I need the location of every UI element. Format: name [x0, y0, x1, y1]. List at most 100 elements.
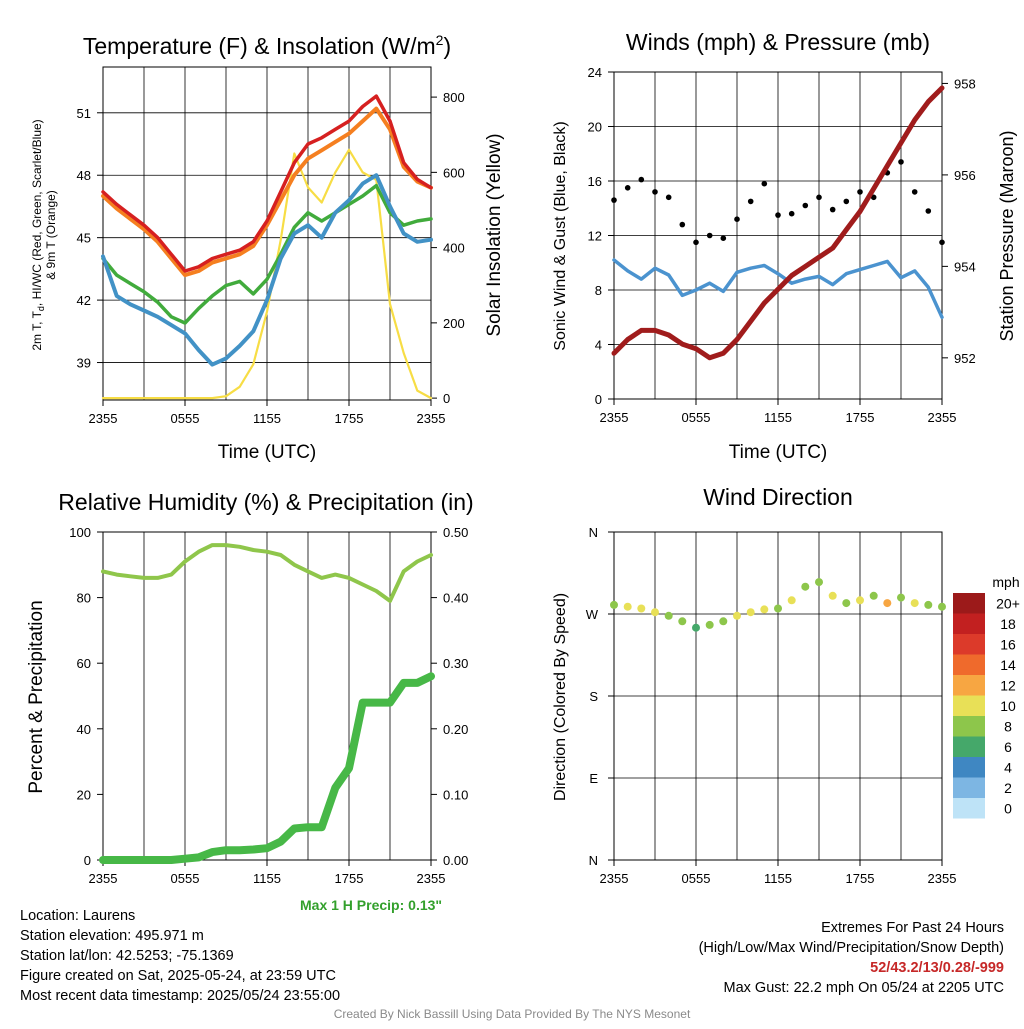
temp-2m-line	[101, 94, 433, 273]
dir-y-tick-label: N	[589, 853, 598, 868]
dir-y-tick-label: S	[589, 689, 598, 704]
temp-ylabel-line2: & 9m T (Orange)	[44, 190, 58, 280]
plot-layer: 2355 0555 1155 1755 235539424548510200400600…	[69, 65, 1020, 886]
rh-y-tick-label: 20	[77, 787, 91, 802]
gust-point	[665, 194, 672, 201]
direction-point	[733, 611, 741, 620]
precip-line	[99, 672, 435, 864]
gust-point	[693, 239, 699, 246]
temp-x-tick-label: 2355	[417, 411, 446, 426]
gust-point	[816, 194, 822, 201]
gust-point	[939, 239, 945, 246]
legend-swatch	[953, 613, 985, 634]
extremes-subtitle: (High/Low/Max Wind/Precipitation/Snow De…	[698, 940, 1004, 956]
direction-point	[692, 623, 700, 632]
direction-point	[719, 617, 728, 626]
dir-y-tick-label: N	[589, 525, 598, 540]
gust-point	[925, 208, 932, 214]
direction-point	[637, 604, 646, 613]
temp-y2-tick-label: 600	[443, 165, 465, 180]
rh-ylabel: Percent & Precipitation	[26, 600, 47, 793]
legend-swatch	[953, 695, 985, 716]
gust-point	[857, 189, 863, 195]
temp-x-tick-label: 1755	[335, 411, 364, 426]
dir-y-tick-label: W	[586, 607, 599, 622]
legend-swatch	[953, 736, 985, 757]
legend-label: 0	[1004, 800, 1012, 816]
dir-y-tick-label: E	[589, 771, 598, 786]
direction-point	[678, 617, 687, 626]
temp-y-tick-label: 39	[77, 356, 91, 371]
wind-y-tick-label: 20	[588, 120, 602, 135]
temp-x-tick-label: 1155	[253, 411, 281, 426]
direction-point	[705, 620, 714, 629]
gust-point	[761, 180, 768, 187]
direction-point	[623, 602, 632, 611]
temp-y2label: Solar Insolation (Yellow)	[484, 133, 505, 336]
rh-y-tick-label: 0	[84, 853, 91, 868]
latlon-text: Station lat/lon: 42.5253; -75.1369	[20, 948, 234, 964]
direction-point	[774, 604, 782, 613]
wind-y-tick-label: 8	[595, 283, 602, 298]
temp-9m-line	[101, 106, 433, 278]
station-info: Location: Laurens Station elevation: 495…	[20, 906, 340, 1006]
direction-point	[828, 591, 837, 600]
rh-x-tick-label: 1755	[335, 871, 364, 886]
elevation-text: Station elevation: 495.971 m	[20, 928, 204, 944]
temp-ylabel: 2m T, Td, HI/WC (Red, Green, Scarlet/Blu…	[30, 119, 46, 350]
temp-x-tick-label: 2355	[89, 411, 118, 426]
max-gust-text: Max Gust: 22.2 mph On 05/24 at 2205 UTC	[723, 980, 1004, 996]
direction-point	[897, 593, 905, 602]
direction-point	[651, 608, 659, 617]
wind-speed-line	[612, 258, 944, 320]
direction-point	[924, 600, 933, 609]
gust-point	[775, 212, 781, 218]
wind-y-tick-label: 4	[595, 338, 602, 353]
dir-x-tick-label: 0555	[682, 871, 711, 886]
rh-x-tick-label: 2355	[89, 871, 118, 886]
wind-y2label: Station Pressure (Maroon)	[997, 130, 1017, 341]
temp-y-tick-label: 51	[77, 106, 91, 121]
wetbulb-line	[101, 183, 433, 325]
legend-swatch	[953, 777, 985, 798]
direction-point	[760, 605, 769, 614]
gust-point	[624, 185, 631, 191]
gust-point	[870, 194, 877, 201]
gust-point	[802, 202, 809, 209]
wind-x-tick-label: 0555	[682, 410, 711, 425]
wind-x-tick-label: 1755	[846, 410, 875, 425]
gust-point	[720, 235, 727, 241]
rh-y2-tick-label: 0.20	[443, 722, 468, 737]
rh-x-tick-label: 1155	[253, 871, 281, 886]
direction-point	[883, 599, 892, 608]
legend-swatch	[953, 675, 985, 696]
direction-point	[787, 596, 796, 605]
direction-point	[664, 611, 673, 620]
extremes-info: Extremes For Past 24 Hours (High/Low/Max…	[699, 918, 1004, 998]
gust-point	[706, 232, 713, 239]
wind-y-tick-label: 16	[588, 174, 602, 189]
wind-y-tick-label: 12	[588, 229, 602, 244]
rh-x-tick-label: 2355	[417, 871, 446, 886]
wind-xlabel: Time (UTC)	[729, 442, 828, 463]
dir-ylabel: Direction (Colored By Speed)	[552, 593, 569, 801]
legend-label: 2	[1004, 780, 1012, 796]
dir-x-tick-label: 1155	[764, 871, 792, 886]
rh-y2-tick-label: 0.50	[443, 525, 468, 540]
precip-note: Max 1 H Precip: 0.13"	[300, 897, 443, 913]
recent-text: Most recent data timestamp: 2025/05/24 2…	[20, 988, 341, 1004]
dir-x-tick-label: 2355	[928, 871, 957, 886]
wind-title: Winds (mph) & Pressure (mb)	[626, 29, 930, 55]
legend-swatch	[953, 716, 985, 737]
dir-legend-title: mph	[992, 574, 1019, 590]
temp-y-tick-label: 48	[77, 168, 91, 183]
location-text: Location: Laurens	[20, 908, 136, 924]
direction-point	[938, 602, 946, 611]
gust-point	[747, 198, 754, 205]
legend-swatch	[953, 798, 985, 819]
legend-label: 8	[1004, 718, 1012, 734]
legend-label: 20+	[996, 595, 1020, 611]
dewpoint-line	[101, 173, 433, 367]
direction-point	[815, 578, 823, 587]
rh-y-tick-label: 40	[77, 722, 91, 737]
